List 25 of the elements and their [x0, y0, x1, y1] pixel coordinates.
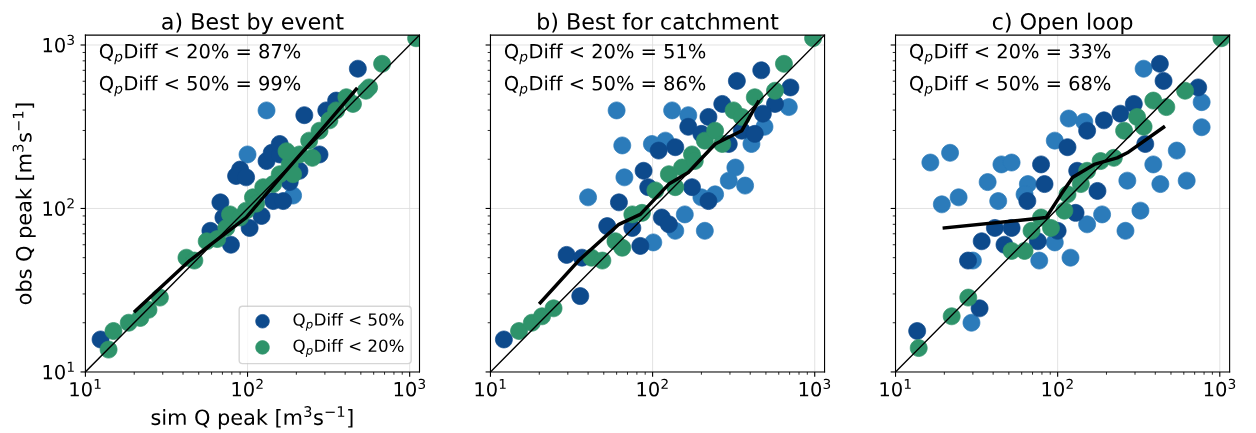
y-tick-label: 10$^{2}$ [43, 198, 74, 216]
chart-title: b) Best for catchment [538, 12, 779, 33]
x-tick-label: 10$^{3}$ [1204, 378, 1236, 397]
chart-title: c) Open loop [992, 12, 1133, 35]
annotation: Q$_{p}$Diff < 20% = 33% [909, 43, 1111, 65]
x-tick-label: 10$^{1}$ [475, 378, 506, 397]
x-tick-label: 10$^{1}$ [70, 378, 101, 397]
x-tick-label: 10$^{1}$ [880, 378, 911, 397]
y-tick-label: 10$^{1}$ [43, 361, 74, 380]
x-tick-label: 10$^{2}$ [232, 378, 263, 397]
annotation: Q$_{p}$Diff < 50% = 99% [99, 75, 301, 97]
annotation: Q$_{p}$Diff < 50% = 68% [909, 75, 1111, 97]
annotation: Q$_{p}$Diff < 20% = 87% [99, 43, 301, 65]
x-tick-label: 10$^{2}$ [637, 378, 668, 397]
x-tick-label: 10$^{2}$ [1042, 378, 1073, 397]
x-tick-label: 10$^{3}$ [394, 378, 426, 397]
legend-label: Q$_{p}$Diff < 50% [293, 312, 404, 331]
x-axis-title: sim Q peak [m$^{3}$s$^{−1}$] [151, 406, 353, 430]
annotation: Q$_{p}$Diff < 50% = 86% [504, 75, 706, 97]
y-tick-label: 10$^{3}$ [43, 34, 74, 53]
annotation: Q$_{p}$Diff < 20% = 51% [504, 43, 706, 65]
x-tick-label: 10$^{3}$ [799, 378, 831, 397]
chart-title: a) Best by event [162, 12, 344, 35]
legend-label: Q$_{p}$Diff < 20% [293, 339, 404, 357]
y-axis-title: obs Q peak [m$^{3}$s$^{−1}$] [12, 103, 36, 305]
